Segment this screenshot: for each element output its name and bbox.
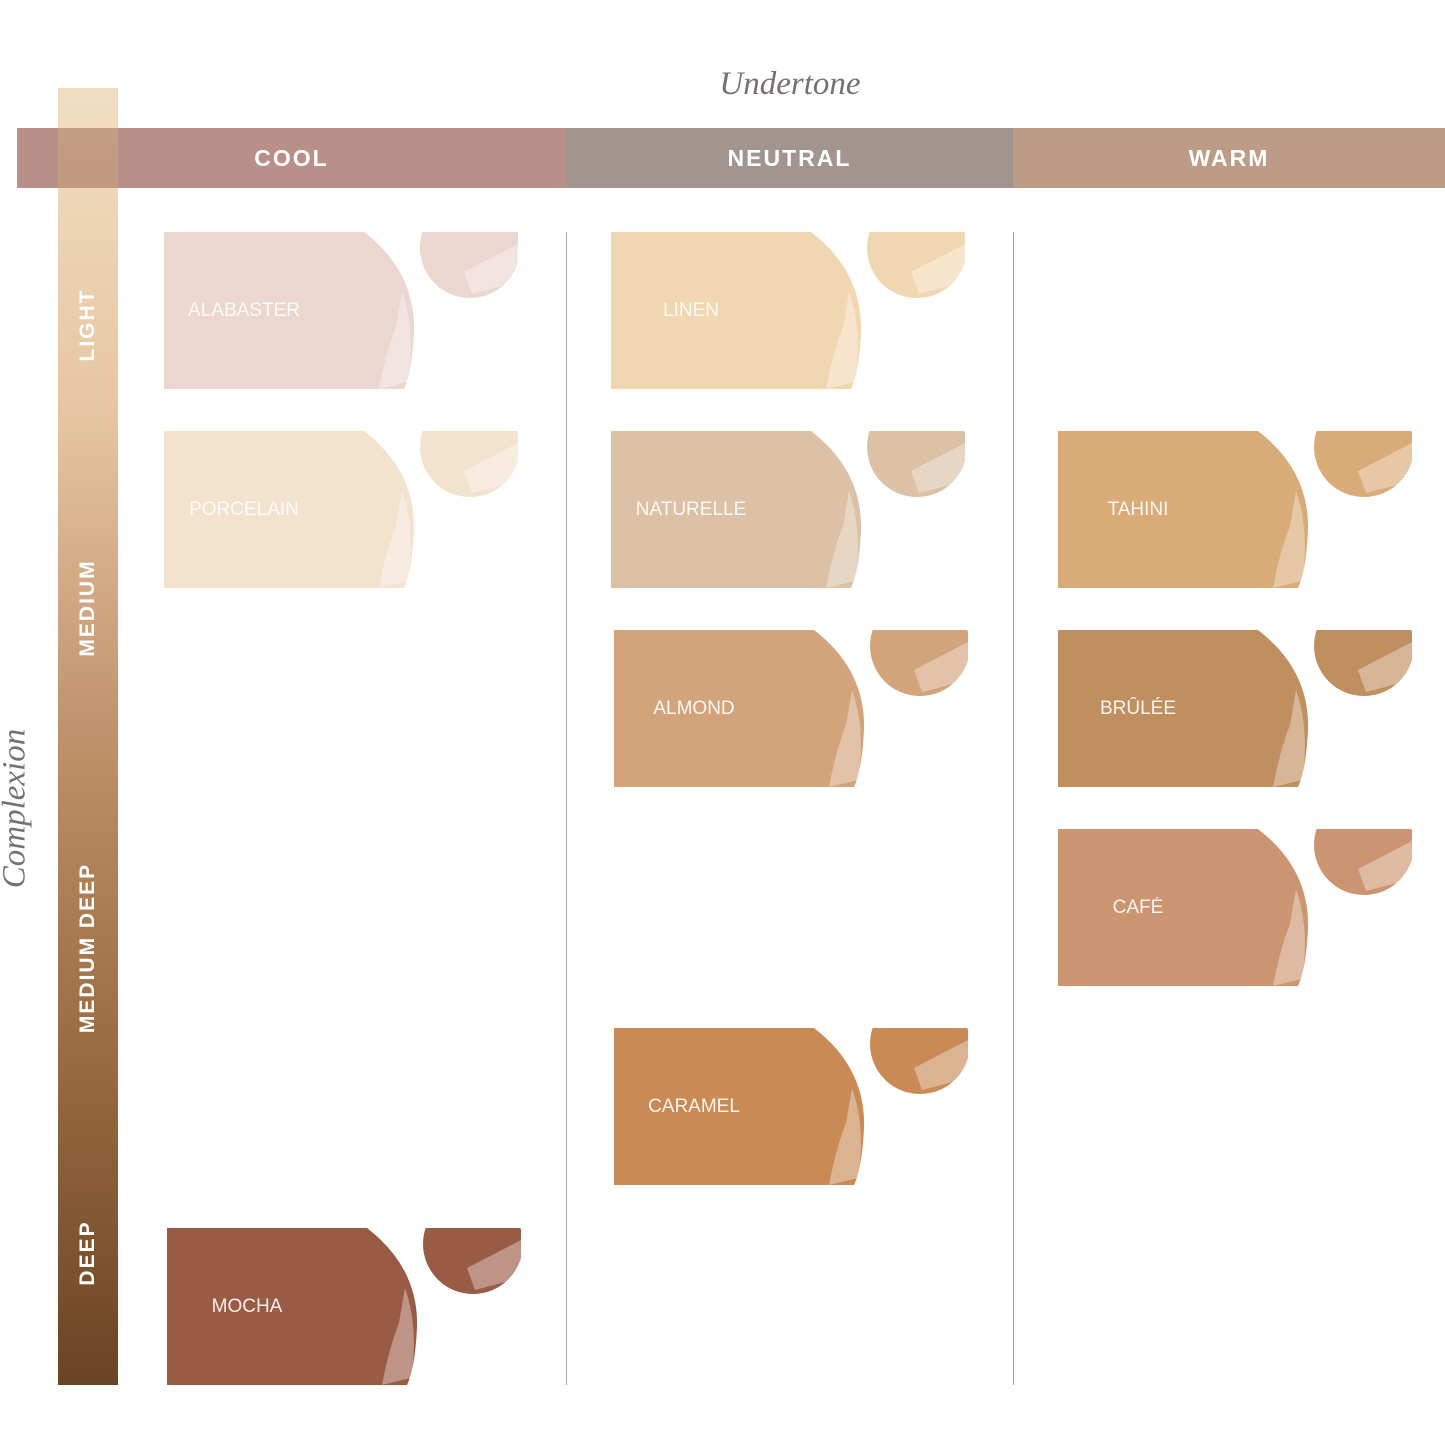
swatch-shape [611,431,965,588]
column-divider [566,232,567,1385]
swatch-highlight [382,1288,414,1385]
swatch-smear [164,431,415,588]
swatch-drop [867,431,965,497]
swatch-shape [1058,630,1412,787]
swatch-highlight [829,1088,861,1185]
swatch-smear [1058,431,1309,588]
shade-swatch-caramel: CARAMEL [614,1028,974,1188]
shade-swatch-linen: LINEN [611,232,971,392]
shade-name: TAHINI [1107,499,1169,520]
swatch-shape [1058,431,1412,588]
shade-name: PORCELAIN [189,499,299,520]
shade-name: LINEN [663,300,719,321]
swatch-shape [611,232,965,389]
swatch-drop [1314,431,1412,497]
undertone-axis-title: Undertone [719,66,861,102]
swatch-shape [614,1028,968,1185]
shade-swatch-tahini: TAHINI [1058,431,1418,591]
swatch-drop [870,1028,968,1094]
swatch-drop [423,1228,521,1294]
shade-swatch-café: CAFÉ [1058,829,1418,989]
shade-name: ALMOND [653,698,735,719]
complexion-gradient-bar: LIGHT MEDIUM MEDIUM DEEP DEEP [58,88,118,1385]
swatch-smear [611,431,862,588]
column-divider [1013,232,1014,1385]
shade-name: BRÛLÉE [1099,698,1177,719]
shade-swatch-alabaster: ALABASTER [164,232,524,392]
shade-name: ALABASTER [188,300,300,321]
swatch-smear [611,232,862,389]
shade-swatch-almond: ALMOND [614,630,974,790]
swatch-shape [164,232,518,389]
swatch-shape [167,1228,521,1385]
shade-swatch-mocha: MOCHA [167,1228,527,1388]
swatch-smear [614,630,865,787]
swatch-smear [164,232,415,389]
swatch-highlight [826,292,858,389]
swatch-drop [1314,630,1412,696]
undertone-header-neutral: NEUTRAL [566,128,1013,188]
swatch-drop [420,431,518,497]
swatch-highlight [1273,491,1305,588]
swatch-highlight [829,690,861,787]
shade-name: NATURELLE [635,499,747,520]
swatch-highlight [826,491,858,588]
swatch-shape [614,630,968,787]
swatch-shape [164,431,518,588]
undertone-header-warm: WARM [1013,128,1445,188]
swatch-smear [1058,829,1309,986]
swatch-shape [1058,829,1412,986]
swatch-drop [867,232,965,298]
swatch-highlight [1273,690,1305,787]
swatch-smear [1058,630,1309,787]
axis-intersection [58,128,118,188]
complexion-axis-title: Complexion [0,728,33,889]
shade-name: CAFÉ [1112,897,1164,918]
shade-name: CARAMEL [648,1096,740,1117]
shade-swatch-brûlée: BRÛLÉE [1058,630,1418,790]
shade-name: MOCHA [211,1296,283,1317]
swatch-highlight [1273,889,1305,986]
swatch-drop [870,630,968,696]
swatch-highlight [379,491,411,588]
swatch-drop [1314,829,1412,895]
swatch-smear [167,1228,418,1385]
shade-swatch-naturelle: NATURELLE [611,431,971,591]
swatch-drop [420,232,518,298]
shade-swatch-porcelain: PORCELAIN [164,431,524,591]
swatch-smear [614,1028,865,1185]
swatch-highlight [379,292,411,389]
